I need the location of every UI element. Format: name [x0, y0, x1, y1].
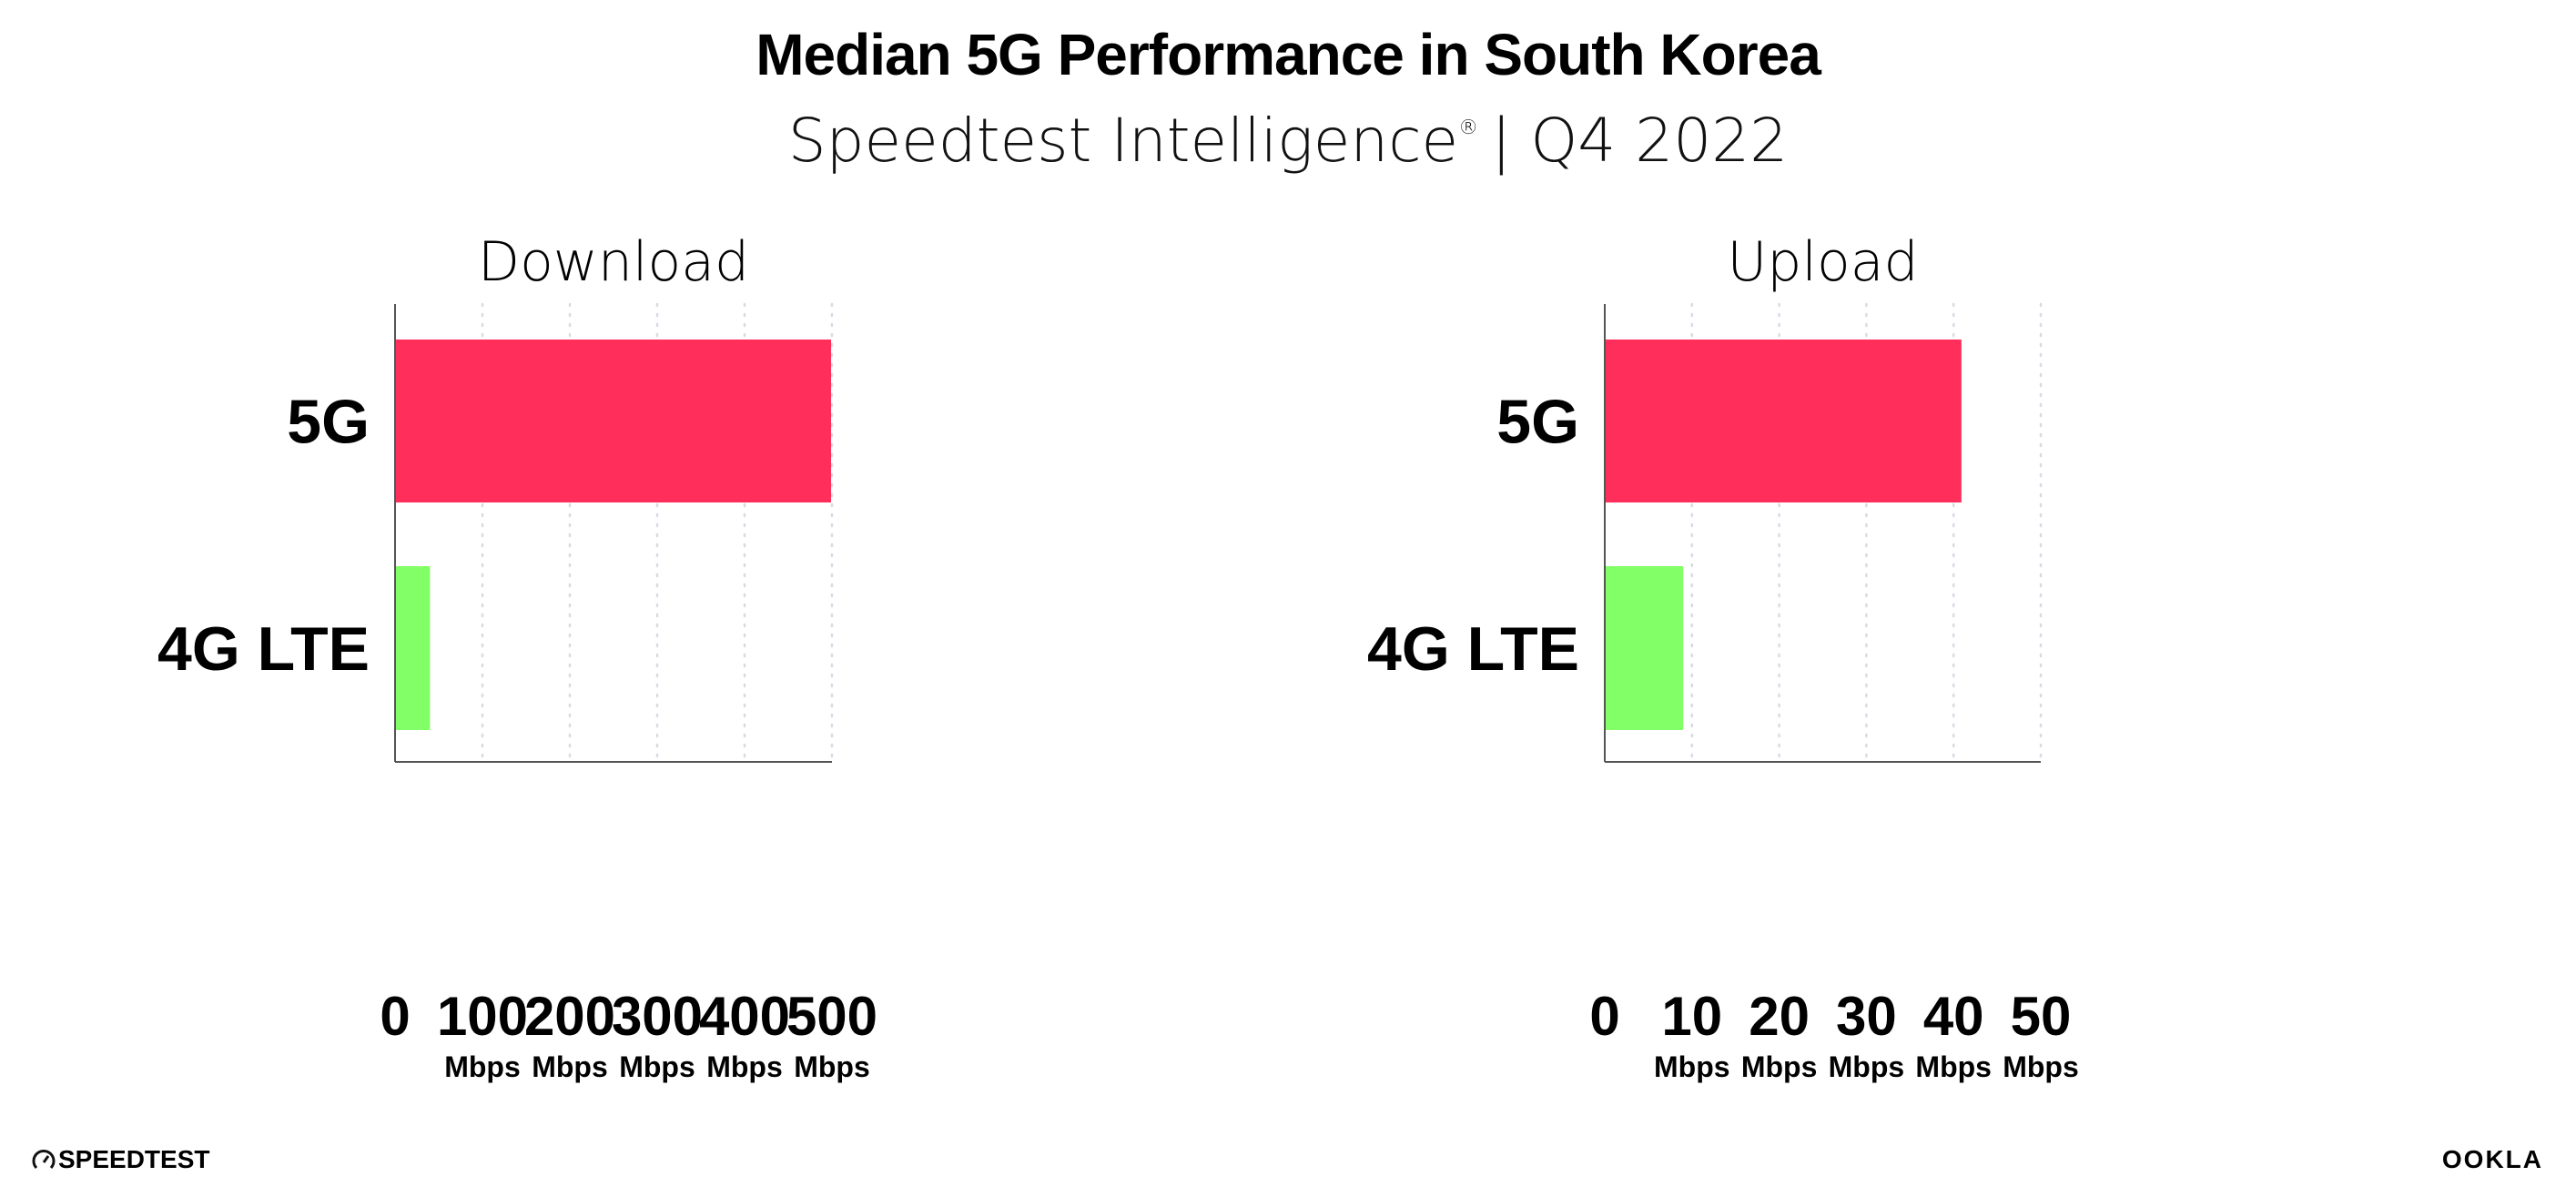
upload-tick-unit: Mbps — [1654, 1050, 1730, 1083]
download-bar-5g — [395, 340, 832, 502]
upload-tick-unit: Mbps — [1741, 1050, 1818, 1083]
download-tick-unit: Mbps — [532, 1050, 608, 1083]
subtitle-source: Speedtest Intelligence — [788, 106, 1458, 176]
speedtest-logo-text: SPEEDTEST — [58, 1145, 209, 1173]
ookla-logo: OOKLA — [2442, 1145, 2543, 1173]
download-tick-label: 400 — [699, 986, 790, 1047]
download-tick-unit: Mbps — [444, 1050, 521, 1083]
download-tick-unit: Mbps — [706, 1050, 783, 1083]
chart-title: Median 5G Performance in South Korea — [756, 22, 1821, 87]
upload-bar-5g — [1605, 340, 1962, 502]
subtitle-period: | Q4 2022 — [1491, 106, 1788, 176]
upload-panel-title: Upload — [1727, 230, 1918, 294]
registered-mark: ® — [1458, 117, 1478, 139]
upload-tick-label: 30 — [1836, 986, 1897, 1047]
upload-tick-label: 0 — [1589, 986, 1619, 1047]
upload-category-label: 4G LTE — [1367, 614, 1579, 684]
upload-tick-unit: Mbps — [1829, 1050, 1905, 1083]
download-tick-label: 100 — [437, 986, 528, 1047]
speedometer-needle — [42, 1155, 50, 1163]
upload-bar-4g-lte — [1605, 566, 1684, 730]
upload-tick-label: 20 — [1749, 986, 1810, 1047]
download-category-label: 4G LTE — [157, 614, 370, 684]
download-tick-label: 300 — [612, 986, 703, 1047]
upload-tick-unit: Mbps — [2003, 1050, 2079, 1083]
speedometer-icon — [32, 1150, 56, 1170]
upload-tick-label: 50 — [2011, 986, 2072, 1047]
speedtest-logo: SPEEDTEST — [32, 1145, 209, 1173]
upload-tick-label: 40 — [1923, 986, 1984, 1047]
upload-tick-label: 10 — [1661, 986, 1722, 1047]
download-tick-unit: Mbps — [619, 1050, 695, 1083]
chart-subtitle: Speedtest Intelligence® | Q4 2022 — [788, 106, 1788, 176]
download-bar-4g-lte — [395, 566, 431, 730]
download-tick-label: 0 — [380, 986, 410, 1047]
upload-tick-unit: Mbps — [1915, 1050, 1992, 1083]
download-tick-unit: Mbps — [794, 1050, 870, 1083]
upload-category-label: 5G — [1496, 388, 1579, 457]
download-tick-label: 200 — [524, 986, 615, 1047]
download-tick-label: 500 — [786, 986, 877, 1047]
download-category-label: 5G — [287, 388, 370, 457]
download-panel-title: Download — [478, 230, 749, 294]
